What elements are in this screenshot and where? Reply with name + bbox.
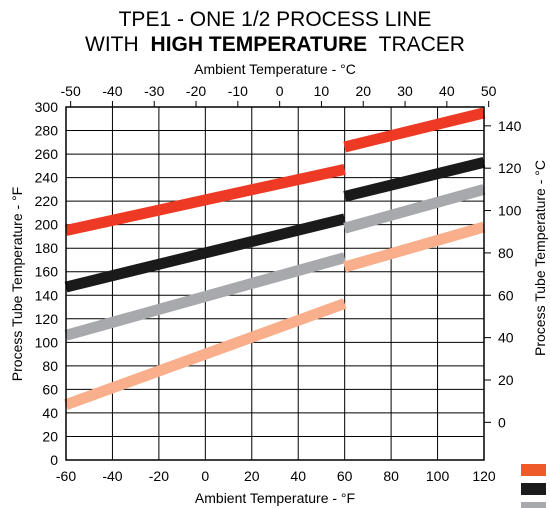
x-top-axis-label: Ambient Temperature - °C	[194, 61, 356, 77]
y-left-tick-label: 140	[35, 287, 59, 303]
y-left-axis-label: Process Tube Temperature - °F	[9, 187, 25, 381]
y-left-tick-label: 240	[35, 170, 59, 186]
chart-title-line2-suffix: TRACER	[379, 33, 465, 56]
y-left-tick-label: 80	[42, 358, 58, 374]
series-line-gray	[64, 252, 347, 341]
x-bottom-tick-label: 20	[244, 468, 260, 484]
x-bottom-axis-label: Ambient Temperature - °F	[195, 490, 355, 506]
y-left-tick-label: 220	[35, 193, 59, 209]
y-right-tick-label: 120	[498, 160, 522, 176]
y-left-tick-label: 20	[42, 428, 58, 444]
y-left-tick-label: 260	[35, 146, 59, 162]
x-bottom-tick-label: -40	[102, 468, 122, 484]
series-line-salmon	[343, 221, 486, 273]
x-top-tick-label: 0	[276, 83, 284, 99]
chart-title-line2: WITH HIGH TEMPERATURE TRACER	[85, 33, 465, 56]
y-left-tick-label: 60	[42, 381, 58, 397]
x-top-tick-label: -40	[102, 83, 122, 99]
y-right-tick-label: 20	[498, 372, 514, 388]
x-top-tick-label: 20	[355, 83, 371, 99]
y-left-tick-label: 0	[50, 452, 58, 468]
x-bottom-tick-label: -20	[149, 468, 169, 484]
x-top-tick-label: -30	[144, 83, 164, 99]
series-line-red	[64, 163, 346, 236]
y-left-tick-label: 200	[35, 217, 59, 233]
x-top-tick-label: 30	[397, 83, 413, 99]
legend-swatch-gray	[521, 502, 546, 508]
y-left-tick-label: 160	[35, 264, 59, 280]
chart-legend	[521, 464, 546, 508]
x-bottom-tick-label: -60	[56, 468, 76, 484]
y-right-tick-label: 100	[498, 203, 522, 219]
y-right-tick-label: 40	[498, 330, 514, 346]
chart-title-line2-bold: HIGH TEMPERATURE	[151, 33, 368, 56]
y-left-tick-label: 280	[35, 123, 59, 139]
chart-grid	[65, 106, 485, 461]
y-right-tick-label: 0	[498, 414, 506, 430]
series-line-salmon	[64, 298, 347, 410]
y-left-tick-label: 120	[35, 311, 59, 327]
chart-frame	[65, 106, 485, 461]
x-bottom-tick-label: 0	[201, 468, 209, 484]
y-left-tick-label: 300	[35, 99, 59, 115]
legend-swatch-black	[521, 483, 546, 495]
x-bottom-tick-label: 40	[290, 468, 306, 484]
x-top-tick-label: 50	[481, 83, 497, 99]
series-line-gray	[343, 184, 486, 234]
chart-title-line2-prefix: WITH	[85, 33, 139, 56]
y-right-tick-label: 60	[498, 287, 514, 303]
x-top-tick-label: 10	[314, 83, 330, 99]
x-bottom-tick-label: 80	[383, 468, 399, 484]
chart-ticks: -60 -40 -20 0 20 40 60 80 100 1200204060801001201…	[35, 83, 522, 484]
x-top-tick-label: -10	[228, 83, 248, 99]
x-bottom-tick-label: 100	[426, 468, 450, 484]
y-left-tick-label: 180	[35, 240, 59, 256]
y-right-tick-label: 140	[498, 118, 522, 134]
chart-series	[64, 107, 486, 410]
legend-swatch-legend_orange	[521, 464, 546, 476]
y-left-tick-label: 40	[42, 405, 58, 421]
x-bottom-tick-label: 120	[472, 468, 496, 484]
y-left-tick-label: 100	[35, 334, 59, 350]
series-line-black	[64, 213, 346, 293]
x-top-tick-label: -20	[186, 83, 206, 99]
x-top-tick-label: -50	[61, 83, 81, 99]
series-line-black	[343, 156, 486, 202]
x-bottom-tick-label: 60	[337, 468, 353, 484]
x-top-tick-label: 40	[439, 83, 455, 99]
chart-title-line1: TPE1 - ONE 1/2 PROCESS LINE	[119, 8, 432, 31]
series-line-red	[343, 107, 486, 153]
y-right-axis-label: Process Tube Temperature - °C	[532, 160, 548, 356]
y-right-tick-label: 80	[498, 245, 514, 261]
plot-frame	[65, 106, 485, 461]
